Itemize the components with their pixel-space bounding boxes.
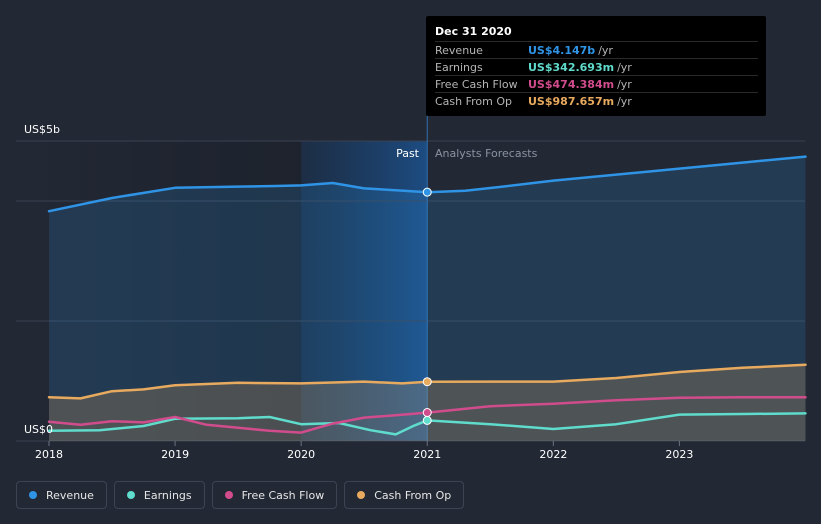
earnings-point: [422, 415, 432, 425]
y-axis-top-label: US$5b: [24, 123, 60, 136]
x-tick-label: 2021: [413, 448, 441, 461]
legend-item-free-cash-flow[interactable]: Free Cash Flow: [211, 481, 338, 509]
free-cash-flow-dot-icon: [224, 491, 233, 499]
tooltip-label: Cash From Op: [435, 95, 513, 108]
tooltip-row-revenue: Revenue US$4.147b/yr: [435, 41, 758, 59]
legend-label: Earnings: [143, 488, 192, 502]
cash-from-op-point: [422, 377, 432, 387]
legend-label: Free Cash Flow: [241, 488, 325, 502]
x-tick-label: 2020: [287, 448, 315, 461]
revenue-dot-icon: [29, 491, 37, 499]
tooltip-unit: /yr: [617, 95, 632, 108]
tooltip-label: Revenue: [435, 44, 483, 57]
legend-label: Cash From Op: [374, 488, 452, 502]
y-axis-bottom-label: US$0: [24, 423, 53, 436]
tooltip-unit: /yr: [598, 44, 613, 57]
tooltip-value: US$342.693m: [528, 61, 615, 74]
cash-from-op-dot-icon: [357, 491, 366, 499]
tooltip-label: Free Cash Flow: [435, 78, 518, 91]
tooltip-row-free-cash-flow: Free Cash Flow US$474.384m/yr: [435, 75, 758, 93]
legend-item-earnings[interactable]: Earnings: [113, 481, 205, 509]
earnings-line: [47, 412, 807, 436]
revenue-point: [422, 187, 432, 197]
legend-item-cash-from-op[interactable]: Cash From Op: [344, 481, 465, 509]
tooltip-label: Earnings: [435, 61, 483, 74]
cash-from-op-line: [47, 363, 807, 400]
revenue-line: [47, 155, 807, 213]
x-tick-label: 2023: [665, 448, 693, 461]
tooltip-unit: /yr: [617, 61, 632, 74]
tooltip-row-earnings: Earnings US$342.693m/yr: [435, 58, 758, 76]
tooltip-unit: /yr: [617, 78, 632, 91]
free-cash-flow-point: [422, 408, 432, 418]
past-label: Past: [396, 147, 420, 160]
earnings-dot-icon: [126, 491, 135, 499]
tooltip-row-cash-from-op: Cash From Op US$987.657m/yr: [435, 92, 758, 110]
forecast-label: Analysts Forecasts: [435, 147, 538, 160]
legend-label: Revenue: [46, 488, 94, 502]
revenue-area: [49, 156, 806, 441]
legend-item-revenue[interactable]: Revenue: [16, 481, 107, 509]
free-cash-flow-line: [47, 395, 807, 434]
x-tick-label: 2018: [35, 448, 63, 461]
tooltip-title: Dec 31 2020: [435, 25, 512, 38]
tooltip: Dec 31 2020 Revenue US$4.147b/yr Earning…: [426, 16, 766, 116]
x-tick-label: 2019: [161, 448, 189, 461]
tooltip-value: US$474.384m: [528, 78, 615, 91]
tooltip-value: US$4.147b: [528, 44, 596, 57]
x-tick-label: 2022: [539, 448, 567, 461]
legend: Revenue Earnings Free Cash Flow Cash Fro…: [16, 481, 465, 509]
tooltip-value: US$987.657m: [528, 95, 615, 108]
